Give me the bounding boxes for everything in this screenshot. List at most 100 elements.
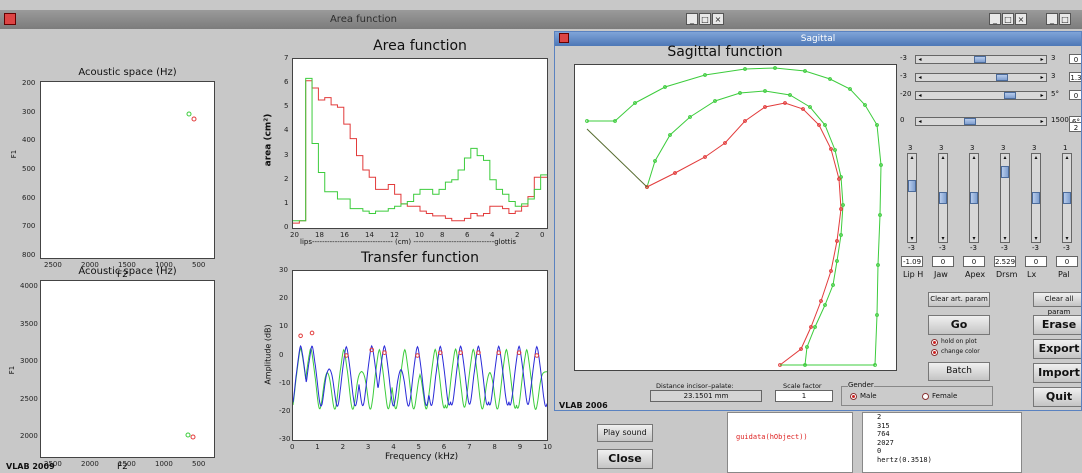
arrow-down-icon[interactable]: ▾ bbox=[972, 235, 976, 242]
hslider-max: 3 bbox=[1051, 54, 1056, 62]
arrow-up-icon[interactable]: ▴ bbox=[972, 154, 976, 161]
vslider-thumb[interactable] bbox=[1001, 165, 1009, 178]
arrow-down-icon[interactable]: ▾ bbox=[910, 235, 914, 242]
arrow-up-icon[interactable]: ▴ bbox=[1034, 154, 1038, 161]
scale-factor-input[interactable]: 1 bbox=[775, 390, 833, 402]
arrow-up-icon[interactable]: ▴ bbox=[941, 154, 945, 161]
arrow-left-icon[interactable]: ◂ bbox=[918, 56, 922, 63]
arrow-up-icon[interactable]: ▴ bbox=[1065, 154, 1069, 161]
vslider-value[interactable]: 2.529 bbox=[994, 256, 1016, 267]
arrow-right-icon[interactable]: ▸ bbox=[1040, 74, 1044, 81]
arrow-down-icon[interactable]: ▾ bbox=[1065, 235, 1069, 242]
hslider-value[interactable]: 0 bbox=[1069, 54, 1081, 64]
minimize-icon[interactable]: _ bbox=[686, 13, 698, 25]
command-console-left: guidata(hObject)) bbox=[727, 412, 853, 473]
vslider-drsm[interactable]: ▴ ▾ bbox=[1000, 153, 1010, 243]
clear-all-param-button[interactable]: Clear all param bbox=[1033, 292, 1081, 316]
tick-label: 0 bbox=[284, 223, 289, 231]
vslider-value[interactable]: 0 bbox=[1025, 256, 1047, 267]
close-button[interactable]: Close bbox=[597, 449, 653, 469]
scale-factor-label: Scale factor bbox=[783, 382, 822, 390]
vslider-apex[interactable]: ▴ ▾ bbox=[969, 153, 979, 243]
tick-label: 8 bbox=[492, 443, 497, 451]
hslider-thumb[interactable] bbox=[964, 118, 976, 125]
erase-button[interactable]: Erase bbox=[1033, 315, 1081, 335]
tick-label: 1000 bbox=[155, 261, 173, 269]
vslider-value[interactable]: 0 bbox=[932, 256, 954, 267]
arrow-left-icon[interactable]: ◂ bbox=[918, 92, 922, 99]
vslider-thumb[interactable] bbox=[1032, 192, 1040, 204]
extra-value-field[interactable]: 2 bbox=[1069, 122, 1081, 132]
maximize-icon[interactable]: □ bbox=[1059, 13, 1071, 25]
vslider-lip-h[interactable]: ▴ ▾ bbox=[907, 153, 917, 243]
contour-node bbox=[829, 147, 833, 151]
vslider-value[interactable]: -1.09 bbox=[901, 256, 923, 267]
vslider-top: 3 bbox=[1032, 144, 1037, 152]
minimize-icon[interactable]: _ bbox=[989, 13, 1001, 25]
arrow-left-icon[interactable]: ◂ bbox=[918, 118, 922, 125]
vslider-jaw[interactable]: ▴ ▾ bbox=[938, 153, 948, 243]
arrow-up-icon[interactable]: ▴ bbox=[910, 154, 914, 161]
arrow-right-icon[interactable]: ▸ bbox=[1040, 92, 1044, 99]
sagittal-window-titlebar[interactable]: Sagittal bbox=[555, 32, 1081, 46]
play-sound-button[interactable]: Play sound bbox=[597, 424, 653, 442]
tick-label: 20 bbox=[290, 231, 299, 239]
formant-point-red bbox=[191, 116, 197, 122]
arrow-right-icon[interactable]: ▸ bbox=[1040, 56, 1044, 63]
hslider-thumb[interactable] bbox=[974, 56, 986, 63]
maximize-icon[interactable]: □ bbox=[699, 13, 711, 25]
arrow-up-icon[interactable]: ▴ bbox=[1003, 154, 1007, 161]
transfer-function-plot[interactable] bbox=[292, 270, 548, 441]
gender-group: Gender Male Female bbox=[841, 381, 993, 406]
contour-node bbox=[805, 345, 809, 349]
go-button[interactable]: Go bbox=[928, 315, 990, 335]
quit-button[interactable]: Quit bbox=[1033, 387, 1081, 407]
hslider-1[interactable]: ◂ ▸ bbox=[915, 73, 1047, 82]
area-window-titlebar[interactable]: Area function _ □ × bbox=[0, 10, 727, 29]
hslider-thumb[interactable] bbox=[996, 74, 1008, 81]
vslider-value[interactable]: 0 bbox=[1056, 256, 1078, 267]
arrow-down-icon[interactable]: ▾ bbox=[941, 235, 945, 242]
hslider-2[interactable]: ◂ ▸ bbox=[915, 91, 1047, 100]
acoustic-space-top-plot[interactable] bbox=[40, 81, 215, 259]
vslider-thumb[interactable] bbox=[939, 192, 947, 204]
vslider-top: 3 bbox=[908, 144, 913, 152]
arrow-left-icon[interactable]: ◂ bbox=[918, 74, 922, 81]
close-icon[interactable]: × bbox=[1015, 13, 1027, 25]
vslider-pal[interactable]: ▴ ▾ bbox=[1062, 153, 1072, 243]
sagittal-plot[interactable] bbox=[574, 64, 897, 371]
change-color-radio[interactable] bbox=[931, 349, 938, 356]
hslider-value[interactable]: 1.3 bbox=[1069, 72, 1082, 82]
tick-label: 2000 bbox=[81, 261, 99, 269]
import-button[interactable]: Import bbox=[1033, 363, 1081, 383]
hold-on-plot-radio[interactable] bbox=[931, 339, 938, 346]
hslider-value[interactable]: 0 bbox=[1069, 90, 1081, 100]
vslider-value[interactable]: 0 bbox=[963, 256, 985, 267]
hslider-0[interactable]: ◂ ▸ bbox=[915, 55, 1047, 64]
batch-button[interactable]: Batch bbox=[928, 362, 990, 381]
hslider-max: 3 bbox=[1051, 72, 1056, 80]
arrow-down-icon[interactable]: ▾ bbox=[1003, 235, 1007, 242]
vslider-thumb[interactable] bbox=[1063, 192, 1071, 204]
area-function-plot[interactable] bbox=[292, 58, 548, 229]
tick-label: 8 bbox=[440, 231, 445, 239]
female-radio[interactable] bbox=[922, 393, 929, 400]
maximize-icon[interactable]: □ bbox=[1002, 13, 1014, 25]
arrow-down-icon[interactable]: ▾ bbox=[1034, 235, 1038, 242]
hslider-thumb[interactable] bbox=[1004, 92, 1016, 99]
tick-label: 12 bbox=[390, 231, 399, 239]
export-button[interactable]: Export bbox=[1033, 339, 1081, 359]
matlab-app-icon bbox=[4, 13, 16, 25]
acoustic-space-bottom-plot[interactable] bbox=[40, 280, 215, 458]
console-line: 764 bbox=[877, 430, 890, 438]
hslider-3[interactable]: ◂ ▸ bbox=[915, 117, 1047, 126]
clear-art-param-button[interactable]: Clear art. param bbox=[928, 292, 990, 307]
vslider-thumb[interactable] bbox=[970, 192, 978, 204]
vslider-thumb[interactable] bbox=[908, 180, 916, 192]
close-icon[interactable]: × bbox=[712, 13, 724, 25]
vslider-lx[interactable]: ▴ ▾ bbox=[1031, 153, 1041, 243]
minimize-icon[interactable]: _ bbox=[1046, 13, 1058, 25]
arrow-right-icon[interactable]: ▸ bbox=[1040, 118, 1044, 125]
tick-label: 200 bbox=[22, 79, 36, 87]
male-radio[interactable] bbox=[850, 393, 857, 400]
